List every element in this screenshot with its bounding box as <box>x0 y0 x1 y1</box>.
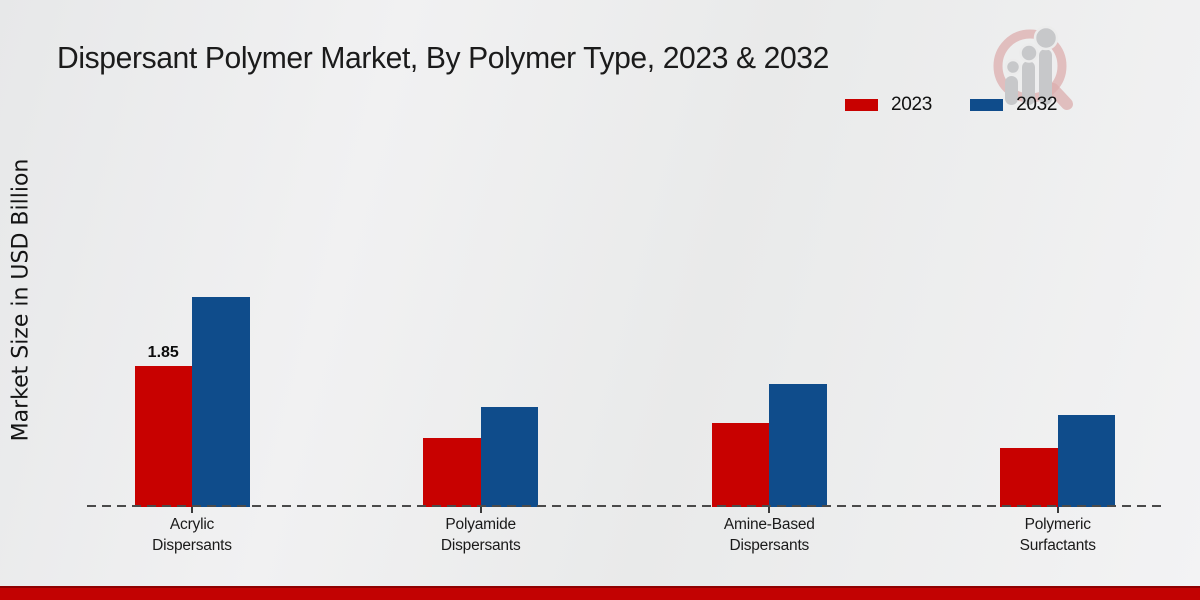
bar-2023-polymeric-surfactants <box>1000 447 1058 507</box>
bar-value-label: 1.85 <box>147 344 179 362</box>
bar-2032-amine-based-dispersants <box>769 384 827 507</box>
legend-item-2023: 2023 <box>845 94 932 116</box>
legend-item-2032: 2032 <box>970 94 1057 116</box>
category-label-line1: Polyamide <box>445 516 516 533</box>
x-axis-tick <box>1056 507 1059 513</box>
category-label-polymeric-surfactants: Polymeric Surfactants <box>968 514 1148 556</box>
category-label-line1: Amine-Based <box>723 516 815 533</box>
legend-swatch-2032 <box>970 99 1004 111</box>
category-label-line2: Dispersants <box>729 537 810 554</box>
category-label-line1: Polymeric <box>1024 516 1091 533</box>
category-label-line2: Dispersants <box>440 537 521 554</box>
category-label-line2: Surfactants <box>1019 537 1096 554</box>
category-label-polyamide-dispersants: Polyamide Dispersants <box>391 514 571 556</box>
footer-accent-bar <box>0 586 1200 600</box>
legend: 2023 2032 <box>845 94 1057 116</box>
magnifier-bar-chart-icon <box>993 25 1073 110</box>
bar-2032-acrylic-dispersants <box>192 296 250 507</box>
legend-label: 2032 <box>1016 94 1058 115</box>
legend-label: 2023 <box>891 94 933 115</box>
bar-2023-polyamide-dispersants <box>423 438 481 507</box>
legend-swatch-2023 <box>845 99 878 111</box>
category-label-amine-based-dispersants: Amine-Based Dispersants <box>679 514 859 556</box>
x-axis-tick <box>479 507 482 513</box>
category-label-line2: Dispersants <box>152 537 232 554</box>
category-label-acrylic-dispersants: Acrylic Dispersants <box>102 514 282 556</box>
category-label-line1: Acrylic <box>169 516 215 533</box>
x-axis-baseline <box>87 505 1163 507</box>
x-axis-tick <box>768 507 771 513</box>
bar-2032-polymeric-surfactants <box>1057 414 1116 507</box>
bar-2032-polyamide-dispersants <box>480 407 539 507</box>
brand-watermark <box>983 24 1083 123</box>
chart-title: Dispersant Polymer Market, By Polymer Ty… <box>57 40 829 75</box>
bar-2023-amine-based-dispersants <box>711 423 770 507</box>
bar-2023-acrylic-dispersants <box>134 366 192 507</box>
x-axis-tick <box>191 507 193 513</box>
